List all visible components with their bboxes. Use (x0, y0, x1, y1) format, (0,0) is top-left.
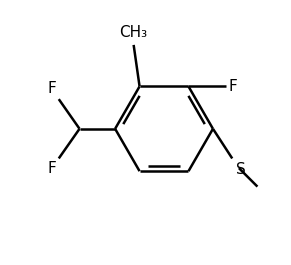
Text: F: F (47, 161, 56, 176)
Text: CH₃: CH₃ (120, 25, 148, 41)
Text: F: F (47, 81, 56, 96)
Text: S: S (236, 162, 246, 177)
Text: F: F (228, 79, 237, 94)
